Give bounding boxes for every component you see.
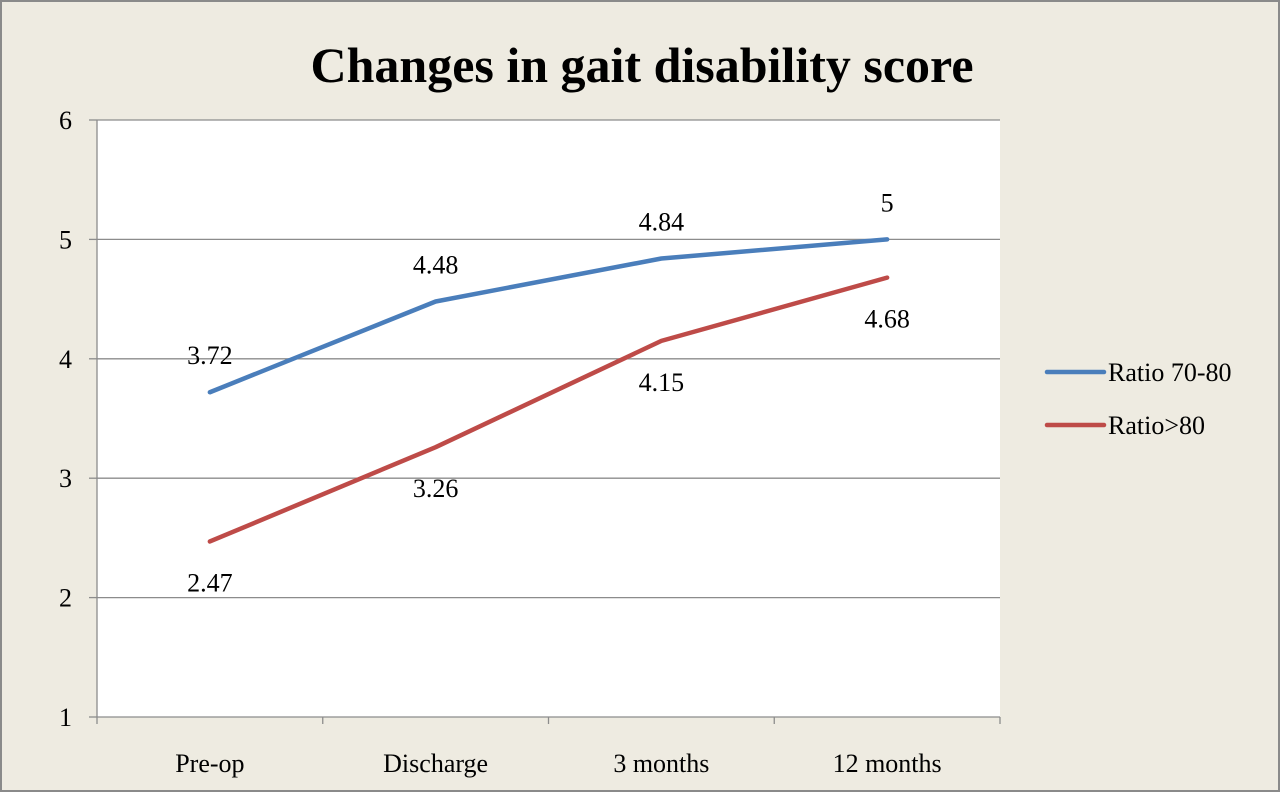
legend: Ratio 70-80 Ratio>80: [1044, 358, 1232, 440]
data-label: 5: [881, 188, 894, 217]
x-tick-label: 12 months: [833, 749, 942, 778]
legend-label: Ratio 70-80: [1108, 358, 1232, 387]
data-label: 3.72: [187, 341, 233, 370]
y-tick-label: 6: [59, 106, 72, 135]
axes: 1 2 3 4 5 6 Pre-op Discharge 3 months 12 months: [59, 106, 1001, 778]
data-label: 4.68: [864, 305, 910, 334]
data-label: 4.15: [639, 368, 685, 397]
x-tick-label: Pre-op: [175, 749, 244, 778]
series-line-2: [207, 275, 890, 544]
data-label: 3.26: [413, 474, 459, 503]
data-label: 2.47: [187, 568, 233, 597]
legend-label: Ratio>80: [1108, 411, 1205, 440]
data-labels: 3.72 4.48 4.84 5 2.47 3.26 4.15 4.68: [187, 188, 910, 597]
series-lines: [207, 237, 890, 544]
data-label: 4.84: [639, 208, 685, 237]
plot-area: [97, 120, 1000, 717]
series-line-1: [207, 237, 890, 395]
chart-title: Changes in gait disability score: [310, 37, 973, 93]
y-tick-label: 3: [59, 464, 72, 493]
y-tick-label: 1: [59, 703, 72, 732]
y-tick-label: 4: [59, 345, 72, 374]
y-tick-label: 2: [59, 584, 72, 613]
y-tick-label: 5: [59, 225, 72, 254]
x-tick-label: Discharge: [383, 749, 488, 778]
x-tick-label: 3 months: [613, 749, 709, 778]
grid-lines: [97, 119, 1000, 599]
data-label: 4.48: [413, 250, 459, 279]
